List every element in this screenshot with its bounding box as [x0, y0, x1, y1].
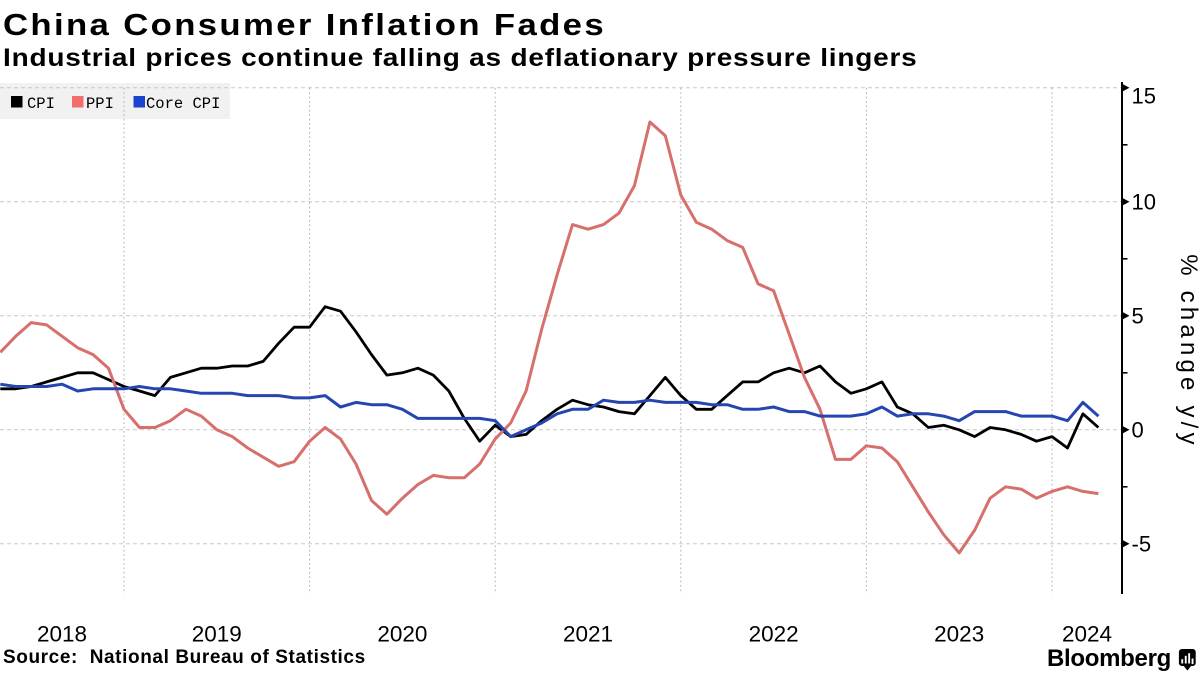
- svg-text:2018: 2018: [37, 622, 87, 647]
- svg-text:% change y/y: % change y/y: [1175, 254, 1200, 448]
- svg-text:Bloomberg: Bloomberg: [1047, 645, 1171, 672]
- svg-text:0: 0: [1132, 418, 1144, 443]
- svg-text:-5: -5: [1132, 532, 1152, 557]
- svg-text:10: 10: [1132, 190, 1156, 215]
- svg-text:PPI: PPI: [86, 95, 114, 113]
- svg-text:2020: 2020: [377, 622, 427, 647]
- svg-text:15: 15: [1132, 84, 1156, 109]
- svg-text:5: 5: [1132, 304, 1144, 329]
- svg-text:2023: 2023: [934, 622, 984, 647]
- svg-text:2022: 2022: [749, 622, 799, 647]
- svg-text:2021: 2021: [563, 622, 613, 647]
- svg-text:CPI: CPI: [27, 95, 55, 113]
- svg-text:2024: 2024: [1062, 622, 1112, 647]
- svg-text:2019: 2019: [192, 622, 242, 647]
- svg-text:Core CPI: Core CPI: [146, 95, 220, 113]
